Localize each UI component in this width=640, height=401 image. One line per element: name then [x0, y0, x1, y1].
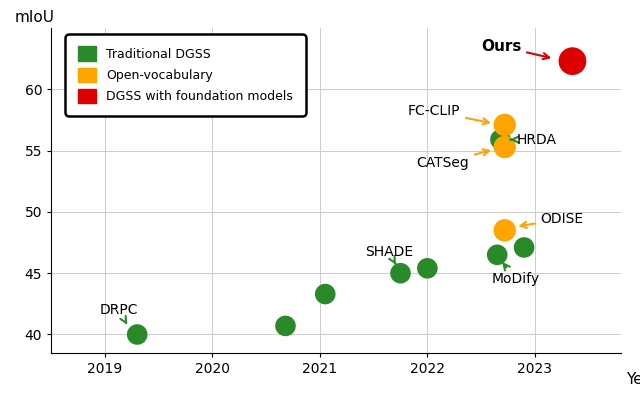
- Text: CATSeg: CATSeg: [417, 149, 489, 170]
- Point: [492, 251, 502, 258]
- Text: MoDify: MoDify: [492, 264, 540, 286]
- Point: [500, 144, 510, 150]
- Text: ODISE: ODISE: [520, 212, 583, 228]
- Point: [495, 136, 506, 143]
- Point: [280, 323, 291, 329]
- Point: [320, 291, 330, 297]
- Legend: Traditional DGSS, Open-vocabulary, DGSS with foundation models: Traditional DGSS, Open-vocabulary, DGSS …: [69, 38, 302, 112]
- Point: [422, 265, 433, 271]
- Text: Year: Year: [627, 373, 640, 387]
- Point: [500, 227, 510, 233]
- Text: FC-CLIP: FC-CLIP: [408, 104, 489, 124]
- Text: Ours: Ours: [481, 39, 549, 59]
- Text: HRDA: HRDA: [511, 133, 557, 147]
- Text: DRPC: DRPC: [100, 303, 138, 323]
- Point: [519, 244, 529, 251]
- Point: [500, 122, 510, 128]
- Point: [567, 58, 577, 65]
- Text: SHADE: SHADE: [365, 245, 413, 265]
- Point: [132, 331, 142, 338]
- Text: mIoU: mIoU: [14, 10, 54, 25]
- Point: [396, 270, 406, 276]
